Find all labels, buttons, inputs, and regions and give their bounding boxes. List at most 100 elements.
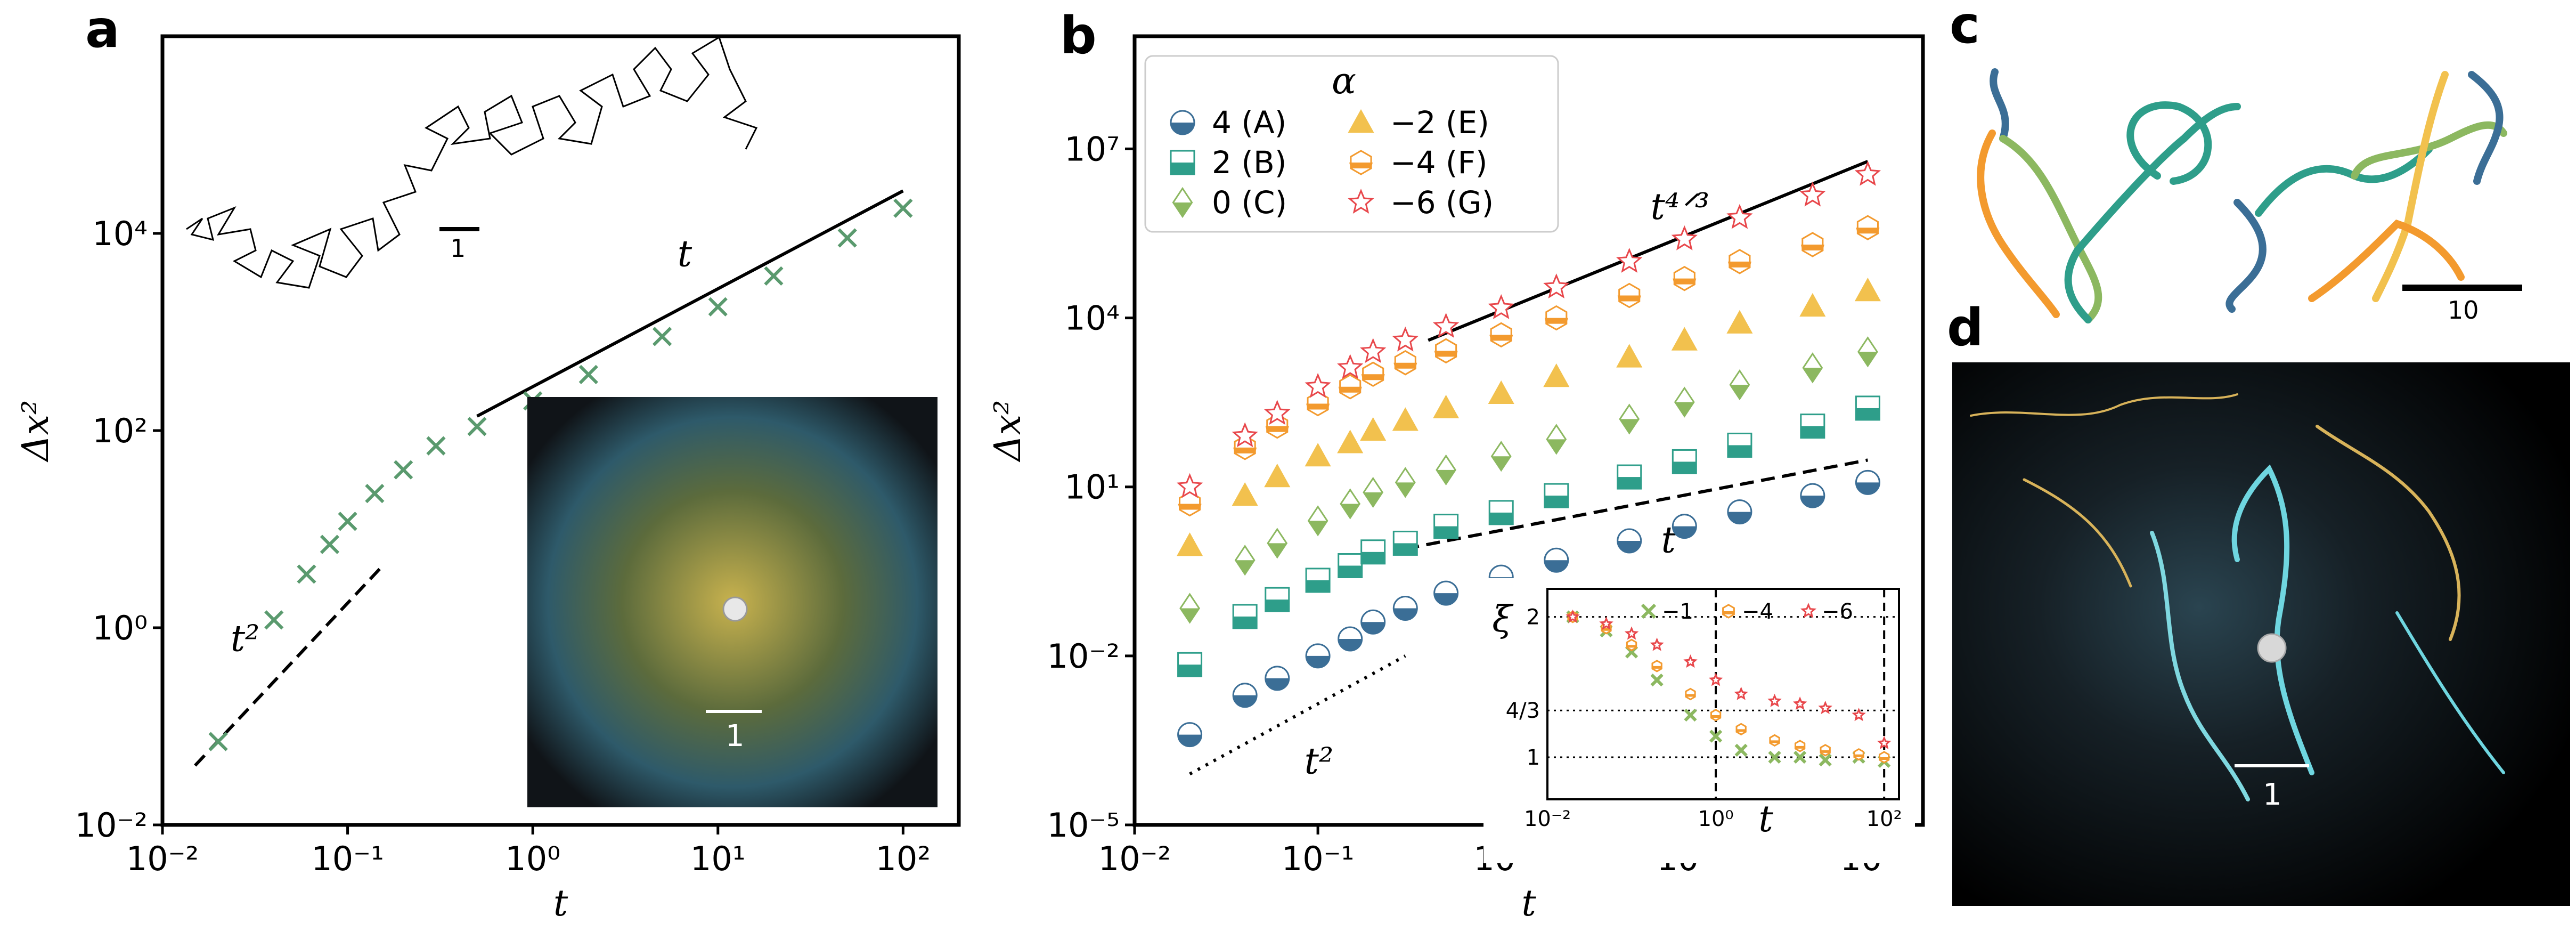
legend-label-F: −4 (F) <box>1390 144 1488 181</box>
panel-a-point <box>653 327 672 346</box>
panel-b-point-B <box>1360 539 1386 565</box>
panel-b-point-F <box>1178 491 1202 517</box>
panel-a-guide-label-1: t <box>678 233 692 275</box>
legend-marker-A <box>1170 110 1195 135</box>
panel-b-point-F <box>1544 305 1568 331</box>
panel-b-point-B <box>1433 514 1459 539</box>
trajectory-segment-green <box>1999 135 2102 323</box>
xi-xtick-label: 10² <box>1866 807 1902 831</box>
panel-a-point-cross <box>264 610 284 630</box>
panel-b-point-C-fill <box>1180 608 1200 622</box>
panel-b-point-E <box>1264 464 1291 488</box>
panel-b-point-E <box>1488 380 1514 404</box>
panel-b-point-C <box>1436 454 1457 485</box>
panel-a-ytick-label: 10⁰ <box>92 609 148 647</box>
panel-b-point-A <box>1338 626 1363 652</box>
panel-b-xtick-label: 10⁻² <box>1098 839 1171 878</box>
panel-b-point-A <box>1360 609 1386 635</box>
legend-marker-F-fill <box>1349 163 1373 168</box>
trajectory-segment-top-right <box>2468 71 2504 185</box>
xi-point-0-cross <box>1794 750 1807 764</box>
panel-b-point-C <box>1395 467 1416 498</box>
panel-b-point-E <box>1232 482 1258 506</box>
panel-b-point-F-fill <box>1544 318 1568 324</box>
panel-b-point-E-fill <box>1360 417 1387 441</box>
xi-point-0-cross <box>1650 674 1664 687</box>
xi-legend-label-0: −1 <box>1662 599 1693 624</box>
xi-point-1 <box>1794 740 1806 752</box>
panel-b-point-A-fill <box>1673 526 1697 538</box>
panel-b-point-G <box>1488 294 1514 319</box>
xi-ylabel: ξ <box>1492 598 1514 641</box>
filament-cyan <box>2231 464 2314 775</box>
panel-b-point-B-fill <box>1306 580 1330 592</box>
panel-b-point-A-fill <box>1361 622 1385 634</box>
panel-b-point-F-fill <box>1856 228 1880 234</box>
panel-c-scale-label: 10 <box>2448 296 2479 325</box>
panel-a-point-cross <box>338 512 357 531</box>
xi-point-2 <box>1818 700 1832 715</box>
panel-b-point-F-fill <box>1393 362 1417 369</box>
panel-d-flow-image <box>1952 362 2570 906</box>
panel-b-point-E <box>1854 278 1881 302</box>
panel-b-point-B-fill <box>1361 552 1385 564</box>
panel-b-point-F <box>1434 338 1458 364</box>
legend-marker-E-fill <box>1348 109 1374 133</box>
xi-point-1-fill <box>1685 694 1696 697</box>
legend-label-A: 4 (A) <box>1212 104 1286 141</box>
xi-legend-label-1: −4 <box>1742 599 1773 624</box>
panel-b-point-F-fill <box>1361 374 1385 380</box>
panel-b-point-A-fill <box>1800 496 1824 508</box>
panel-b-xlabel: t <box>1521 882 1536 925</box>
panel-a-point-cross <box>426 436 446 456</box>
panel-b-point-F <box>1673 265 1697 291</box>
panel-a-ylabel: Δx² <box>15 400 57 463</box>
panel-b-point-F <box>1727 249 1751 274</box>
panel-a-point-cross <box>467 417 487 436</box>
panel-b-point-E <box>1360 417 1387 441</box>
panel-b-point-A-fill <box>1434 593 1458 605</box>
xi-point-1 <box>1853 748 1864 761</box>
panel-b-point-B <box>1617 464 1642 490</box>
panel-b-point-A-fill <box>1393 608 1417 620</box>
panel-a-point-cross <box>320 534 340 554</box>
legend-label-E: −2 (E) <box>1390 104 1489 141</box>
legend-marker-G <box>1348 189 1374 214</box>
panel-a-point-cross <box>837 228 857 248</box>
panel-b-ytick-label: 10¹ <box>1064 468 1120 507</box>
panel-b-point-C <box>1267 528 1288 559</box>
legend-label-B: 2 (B) <box>1212 144 1286 181</box>
panel-a-ytick-label: 10⁴ <box>92 214 148 253</box>
panel-letter-a: a <box>85 0 120 59</box>
xi-point-2 <box>1683 654 1698 668</box>
panel-b-point-G-star <box>1264 400 1291 425</box>
panel-b-point-A <box>1800 483 1825 508</box>
panel-b-point-E <box>1433 394 1460 419</box>
panel-b-point-G-star <box>1799 181 1826 207</box>
panel-b-point-C-fill <box>1364 492 1383 507</box>
panel-b-point-E-fill <box>1264 464 1291 488</box>
panel-b-point-G <box>1854 160 1881 186</box>
xi-point-2-star <box>1767 693 1782 707</box>
panel-b-point-F-fill <box>1178 504 1202 510</box>
panel-b-point-C <box>1307 505 1328 537</box>
panel-a-xtick-label: 10¹ <box>690 839 746 878</box>
panel-b-point-E <box>1726 310 1753 334</box>
panel-b-point-C <box>1546 424 1567 455</box>
panel-a-point <box>837 228 857 248</box>
panel-b-point-E-fill <box>1671 327 1698 351</box>
panel-a-point-cross <box>653 327 672 346</box>
legend-label-G: −6 (G) <box>1390 184 1494 221</box>
panel-b-point-G <box>1671 225 1698 250</box>
panel-b-point-A-fill <box>1265 678 1289 690</box>
panel-b-point-E-fill <box>1726 310 1753 334</box>
xi-point-1-fill <box>1795 745 1806 749</box>
xi-point-2-star <box>1877 735 1892 749</box>
xi-point-1 <box>1651 660 1662 672</box>
xi-point-0 <box>1819 753 1832 767</box>
xi-point-2-star <box>1650 637 1664 651</box>
panel-b-point-B-fill <box>1233 616 1257 628</box>
panel-b-guide-label-0: t⁴ᐟ³ <box>1651 186 1710 228</box>
